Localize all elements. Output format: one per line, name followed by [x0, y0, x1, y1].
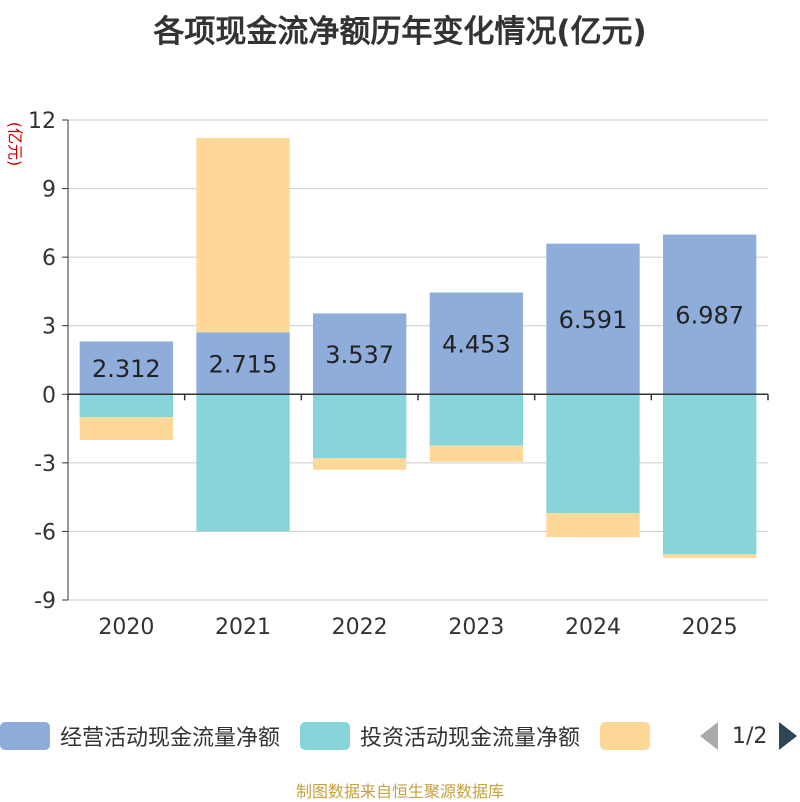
data-source-note: 制图数据来自恒生聚源数据库: [295, 782, 504, 801]
bar-s0-2023: [429, 292, 523, 395]
bar-s2-2023: [429, 445, 523, 462]
legend-item-third-series[interactable]: [600, 722, 660, 750]
bar-s1-2022: [313, 394, 407, 459]
y-tick-label-9: 9: [42, 178, 56, 203]
bar-s1-2021: [196, 394, 290, 532]
x-tick-label-2025: 2025: [682, 615, 738, 640]
y-tick-label-6: 6: [42, 246, 56, 271]
x-tick-label-2024: 2024: [565, 615, 621, 640]
bar-s0-2025: [663, 234, 757, 395]
bar-s1-2023: [429, 394, 523, 446]
x-tick-label-2020: 2020: [98, 615, 154, 640]
data-label-2020: 2.312: [92, 355, 161, 383]
bar-s1-2024: [546, 394, 640, 514]
legend: 经营活动现金流量净额 投资活动现金流量净额: [0, 716, 680, 756]
pager-page-indicator: 1/2: [732, 723, 768, 749]
y-tick-label-3: 3: [42, 315, 56, 340]
bar-s2-2025: [663, 554, 757, 558]
bar-s2-2020: [79, 417, 173, 440]
pager-prev-arrow-icon[interactable]: [700, 722, 718, 750]
legend-label-investing: 投资活动现金流量净额: [360, 726, 581, 751]
bar-s2-2022: [313, 458, 407, 470]
y-tick-label--9: -9: [34, 589, 56, 614]
legend-label-operating: 经营活动现金流量净额: [60, 726, 281, 751]
legend-item-operating[interactable]: 经营活动现金流量净额: [0, 720, 280, 752]
x-tick-label-2022: 2022: [332, 615, 388, 640]
chart-title: 各项现金流净额历年变化情况(亿元): [153, 14, 647, 50]
data-label-2022: 3.537: [325, 341, 394, 369]
data-label-2024: 6.591: [559, 306, 628, 334]
bar-s0-2022: [313, 313, 407, 395]
legend-swatch-investing: [300, 722, 351, 750]
y-tick-label-0: 0: [42, 383, 56, 408]
legend-item-investing[interactable]: 投资活动现金流量净额: [300, 720, 580, 752]
data-label-2021: 2.715: [209, 350, 278, 378]
bar-s2-2024: [546, 513, 640, 538]
legend-swatch-third-series: [600, 722, 651, 750]
bar-s0-2024: [546, 243, 640, 395]
pager-next-arrow-icon[interactable]: [779, 722, 798, 750]
y-tick-label--6: -6: [34, 520, 56, 545]
bar-s0-2021: [196, 332, 290, 395]
legend-pager: 1/2: [700, 718, 798, 754]
y-tick-label--3: -3: [34, 452, 56, 477]
bar-s1-2020: [79, 394, 173, 418]
x-tick-label-2023: 2023: [448, 615, 504, 640]
y-tick-label-12: 12: [28, 109, 56, 134]
bar-s1-2025: [663, 394, 757, 555]
data-label-2025: 6.987: [675, 301, 744, 329]
bar-s2-2021: [196, 137, 290, 333]
chart-svg: 12 9 6 3 0 -3 -6 -9 2.312 2.715 3.537 4.453 6.591 6.9…: [28, 109, 769, 640]
bar-s0-2020: [79, 341, 173, 395]
legend-swatch-operating: [0, 722, 50, 750]
data-label-2023: 4.453: [442, 330, 511, 358]
x-tick-label-2021: 2021: [215, 615, 271, 640]
